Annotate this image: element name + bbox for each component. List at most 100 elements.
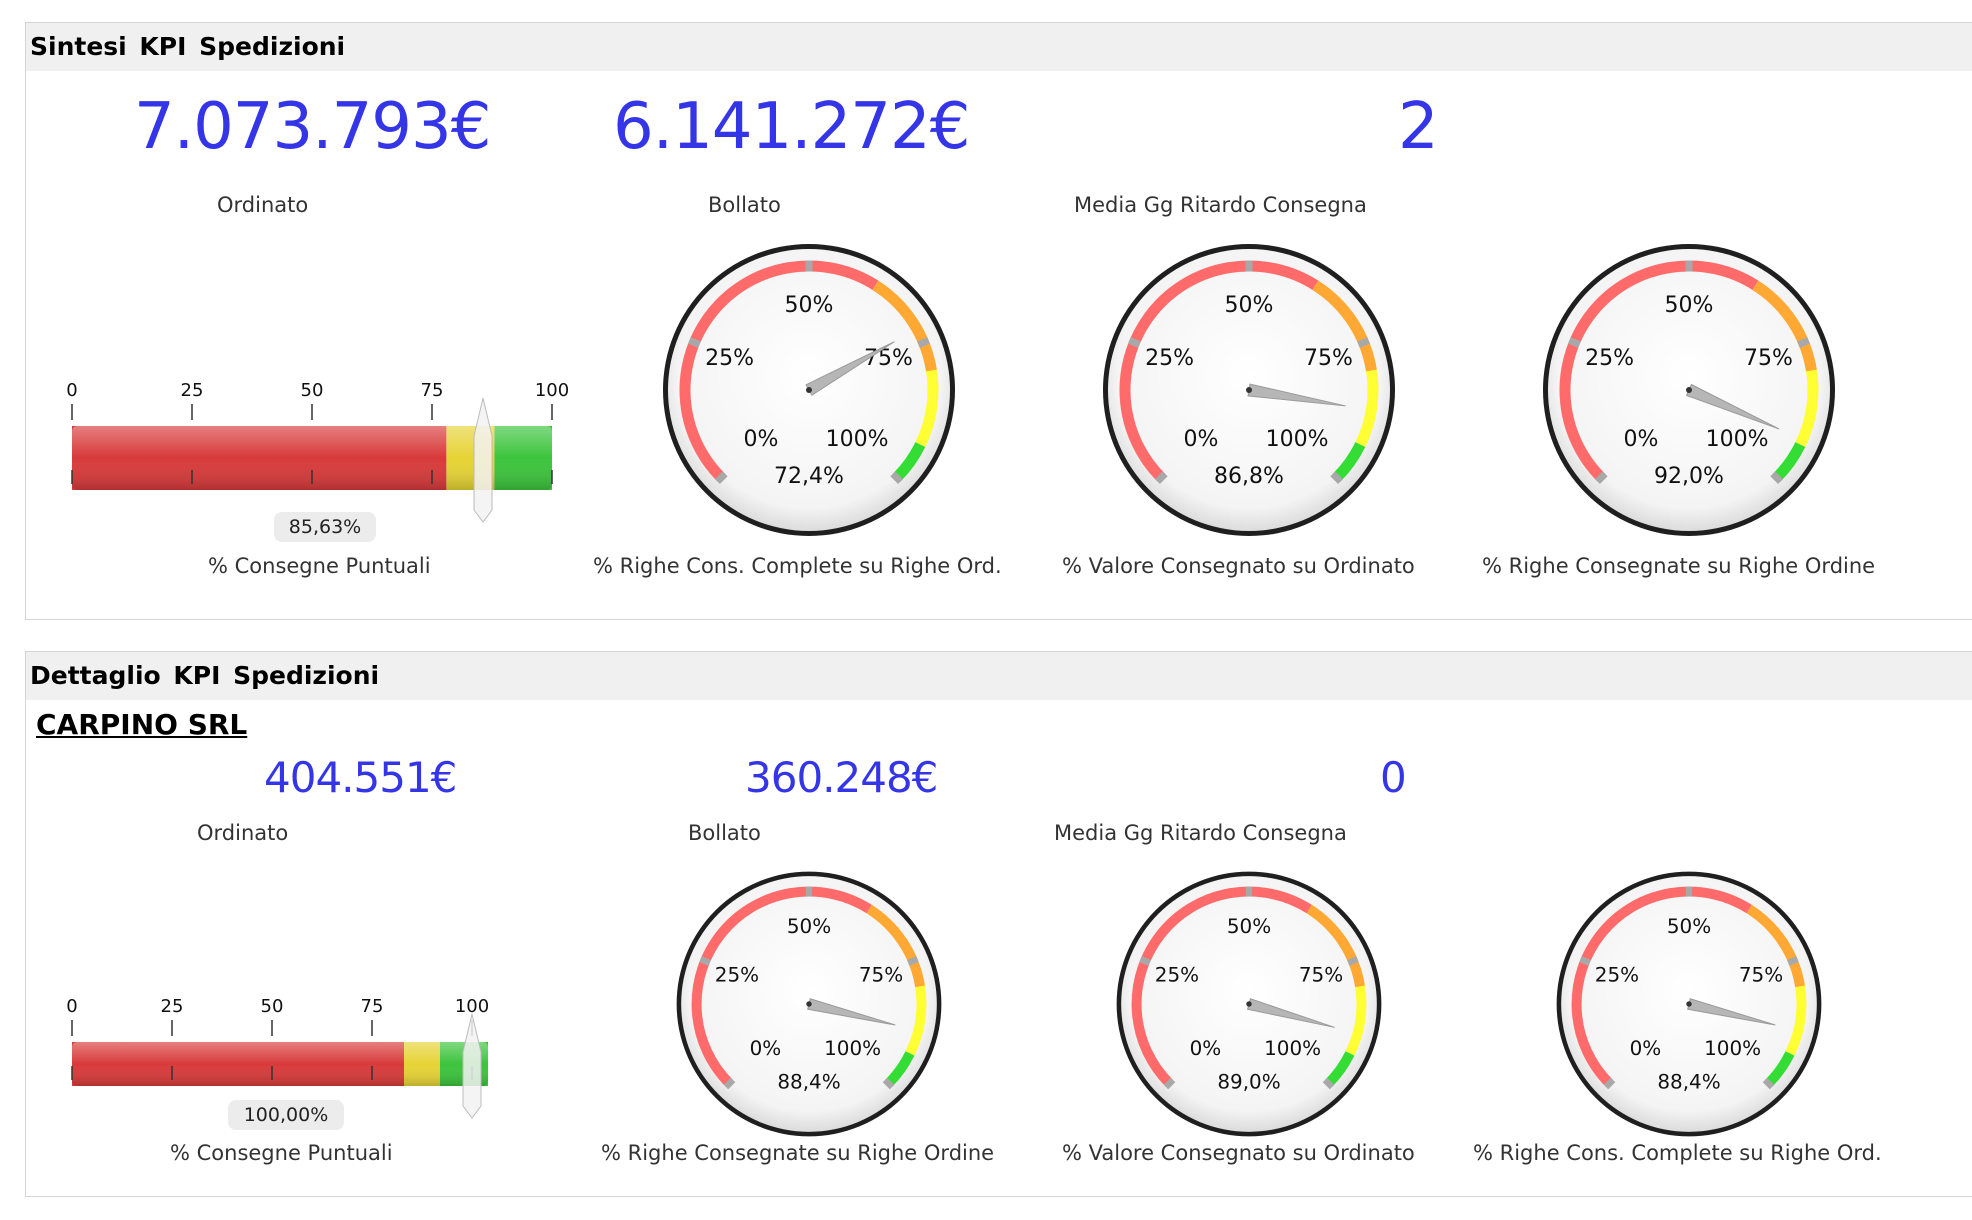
gauge-band-0 [1559,260,1759,482]
summary-bollato-label: Bollato [708,193,781,217]
gauge-tick-label: 25% [705,346,754,371]
summary-ritardo-value: 2 [1398,90,1439,164]
gauge-band-2 [915,369,939,447]
gauge-needle-pivot [1686,1001,1692,1007]
bullet-tick-label: 100 [455,996,489,1017]
gauge-value-text: 92,0% [1654,464,1724,489]
detail-bollato-value: 360.248€ [745,753,938,802]
gauge-tick-100 [1322,1077,1335,1090]
gauge-needle-pivot [806,1001,812,1007]
gauge-tick-75 [1787,956,1799,966]
detail-bullet-chart: 0 25 50 75 100 [66,996,489,1119]
gauge-tick-label: 100% [1706,427,1769,452]
gauge-band-2 [905,985,927,1056]
gauge-tick-100 [1330,471,1344,485]
detail-ordinato-value: 404.551€ [264,753,457,802]
summary-bullet-value-badge: 85,63% [274,512,376,542]
gauge-tick-label: 0% [1623,427,1658,452]
bullet-tick-label: 50 [261,996,284,1017]
gauge-value-text: 72,4% [774,464,844,489]
summary-ritardo-label: Media Gg Ritardo Consegna [1074,193,1367,217]
gauge-tick-label: 0% [743,427,778,452]
gauge-tick-25 [1579,956,1591,966]
bullet-tick-label: 25 [161,996,184,1017]
bullet-value-marker [462,1013,482,1119]
detail-gauge-righe-complete-label: % Righe Cons. Complete su Righe Ord. [1473,1141,1882,1165]
gauge-band-1 [866,904,925,988]
gauge-tick-0 [723,1077,736,1090]
bullet-tick-label: 75 [361,996,384,1017]
gauge-tick-label: 50% [785,293,834,318]
gauge-band-0 [691,886,872,1088]
bullet-tick-label: 0 [66,380,77,401]
gauge-tick-75 [907,956,919,966]
gauge-tick-label: 75% [859,962,903,986]
bullet-tick-label: 75 [421,380,444,401]
summary-gauge-righe-consegnate: 0% 25% 50% 75% 100% 92,0% [1543,244,1835,536]
detail-ritardo-label: Media Gg Ritardo Consegna [1054,821,1347,845]
gauge-needle-pivot [1686,387,1692,393]
gauge-tick-label: 100% [1266,427,1329,452]
gauge-tick-0 [1594,471,1608,485]
gauge-tick-label: 100% [1264,1036,1321,1060]
gauge-band-1 [1752,280,1817,372]
gauge-band-1 [1746,904,1805,988]
gauge-tick-label: 0% [750,1036,782,1060]
gauge-tick-label: 50% [1225,293,1274,318]
gauge-tick-100 [890,471,904,485]
gauge-tick-label: 25% [1145,346,1194,371]
gauge-tick-75 [1347,956,1359,966]
gauge-needle-pivot [806,387,812,393]
gauge-tick-0 [1154,471,1168,485]
gauge-tick-0 [1603,1077,1616,1090]
gauge-tick-label: 25% [1155,962,1199,986]
gauge-value-text: 88,4% [1657,1069,1720,1093]
gauge-band-0 [679,260,879,482]
gauge-value-text: 89,0% [1217,1069,1280,1093]
summary-gauge-valore-consegnato: 0% 25% 50% 75% 100% 86,8% [1103,244,1395,536]
gauge-tick-25 [699,956,711,966]
gauge-band-1 [1306,904,1365,988]
summary-ordinato-value: 7.073.793€ [134,90,491,164]
gauge-tick-0 [714,471,728,485]
summary-gauge-righe-complete: 0% 25% 50% 75% 100% 72,4% [663,244,955,536]
gauge-tick-25 [1568,337,1581,348]
gauge-tick-label: 75% [1304,346,1353,371]
gauge-tick-label: 100% [826,427,889,452]
summary-gauge-righe-consegnate-label: % Righe Consegnate su Righe Ordine [1482,554,1876,578]
detail-ordinato-label: Ordinato [197,821,289,845]
gauge-tick-label: 50% [787,914,831,938]
gauge-band-2 [1355,369,1379,447]
bullet-tick-label: 100 [535,380,569,401]
gauge-tick-100 [882,1077,895,1090]
gauge-tick-75 [917,337,930,348]
gauge-tick-100 [1762,1077,1775,1090]
bullet-value-marker [473,397,493,523]
gauge-value-text: 88,4% [777,1069,840,1093]
summary-bullet-chart: 0 25 50 75 100 [66,380,569,523]
gauge-tick-100 [1770,471,1784,485]
gauge-tick-label: 75% [1739,962,1783,986]
gauge-tick-label: 25% [1595,962,1639,986]
detail-bullet-value-badge: 100,00% [228,1100,344,1130]
gauge-band-0 [1131,886,1312,1088]
detail-ritardo-value: 0 [1380,753,1407,802]
detail-gauge-righe-consegnate: 0% 25% 50% 75% 100% 88,4% [676,871,942,1137]
gauge-tick-label: 0% [1190,1036,1222,1060]
detail-bullet-label: % Consegne Puntuali [170,1141,393,1165]
gauge-band-2 [1785,985,1807,1056]
summary-gauge-righe-complete-label: % Righe Cons. Complete su Righe Ord. [593,554,1002,578]
bullet-tick-label: 50 [301,380,324,401]
gauge-tick-label: 50% [1227,914,1271,938]
gauge-tick-label: 25% [1585,346,1634,371]
gauge-tick-label: 50% [1667,914,1711,938]
summary-ordinato-label: Ordinato [217,193,309,217]
gauge-tick-label: 50% [1665,293,1714,318]
gauge-band-1 [872,280,937,372]
gauge-tick-75 [1357,337,1370,348]
gauge-tick-label: 25% [715,962,759,986]
detail-company-name[interactable]: CARPINO SRL [36,708,248,741]
gauge-tick-0 [1163,1077,1176,1090]
bullet-tick-label: 25 [181,380,204,401]
gauge-band-2 [1345,985,1367,1056]
